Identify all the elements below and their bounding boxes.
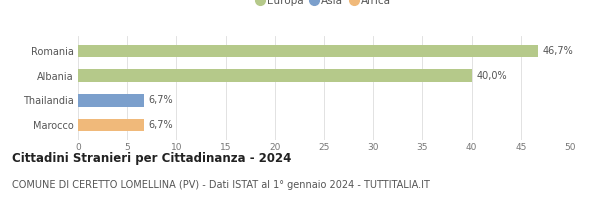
- Text: COMUNE DI CERETTO LOMELLINA (PV) - Dati ISTAT al 1° gennaio 2024 - TUTTITALIA.IT: COMUNE DI CERETTO LOMELLINA (PV) - Dati …: [12, 180, 430, 190]
- Bar: [78, 45, 538, 57]
- Legend: Europa, Asia, Africa: Europa, Asia, Africa: [253, 0, 395, 10]
- Bar: [78, 119, 144, 131]
- Bar: [78, 69, 472, 82]
- Text: 6,7%: 6,7%: [149, 95, 173, 105]
- Text: Cittadini Stranieri per Cittadinanza - 2024: Cittadini Stranieri per Cittadinanza - 2…: [12, 152, 292, 165]
- Text: 46,7%: 46,7%: [542, 46, 573, 56]
- Bar: [78, 94, 144, 107]
- Text: 6,7%: 6,7%: [149, 120, 173, 130]
- Text: 40,0%: 40,0%: [476, 71, 507, 81]
